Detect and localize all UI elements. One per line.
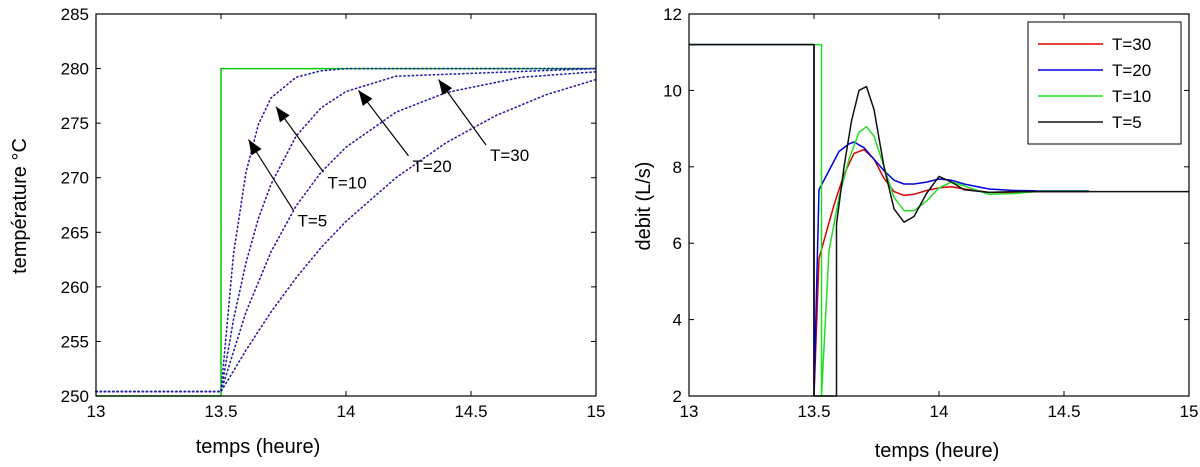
y-tick-label: 285	[61, 5, 89, 24]
y-tick-label: 255	[61, 332, 89, 351]
flow-chart-xlabel: temps (heure)	[875, 440, 1000, 462]
x-tick-label: 15	[1180, 402, 1199, 421]
annotation-arrowhead	[276, 106, 290, 123]
flow-chart-ylabel: debit (L/s)	[633, 162, 655, 251]
annotation-label: T=10	[328, 173, 367, 192]
y-tick-label: 8	[673, 158, 682, 177]
annotation-arrowhead	[358, 90, 373, 106]
x-tick-label: 14	[930, 402, 949, 421]
series-line-5	[95, 78, 597, 393]
legend-label: T=20	[1112, 61, 1151, 80]
temperature-chart-xlabel: temps (heure)	[196, 436, 321, 458]
y-tick-label: 4	[673, 311, 682, 330]
series-line-4	[95, 71, 597, 393]
x-tick-label: 13.5	[797, 402, 830, 421]
y-tick-label: 2	[673, 387, 682, 406]
temperature-chart-annotations: T=5T=10 T=20 T=30	[247, 79, 529, 230]
x-tick-label: 14.5	[454, 402, 487, 421]
legend-label: T=10	[1112, 87, 1151, 106]
series-line-2	[95, 67, 597, 393]
temperature-chart: 13 13.5 14 14.5 15 250 255 260 265 270 275 280 285 T…	[9, 5, 605, 458]
temperature-chart-frame	[95, 13, 597, 397]
annotation-arrowhead	[248, 139, 262, 156]
legend-label: T=5	[1112, 113, 1142, 132]
flow-chart-legend: T=30 T=20 T=10 T=5	[1027, 21, 1182, 145]
series-line-3	[95, 67, 597, 393]
y-tick-label: 10	[663, 81, 682, 100]
x-tick-label: 13	[87, 402, 106, 421]
legend-label: T=30	[1112, 35, 1151, 54]
x-tick-label: 13	[680, 402, 699, 421]
annotation-label: T=5	[298, 211, 328, 230]
annotation-label: T=20	[413, 157, 452, 176]
legend-box	[1027, 21, 1182, 145]
temperature-chart-ticks: 13 13.5 14 14.5 15 250 255 260 265 270 275 280 285	[61, 5, 606, 421]
flow-chart-series	[689, 43, 1189, 397]
y-tick-label: 265	[61, 223, 89, 242]
annotation-label: T=30	[490, 146, 529, 165]
x-tick-label: 14	[337, 402, 356, 421]
flow-chart: 13 13.5 14 14.5 15 2 4 6 8 10 12 T=30 T=20 T=10 T=5 t…	[633, 5, 1198, 462]
y-tick-label: 250	[61, 387, 89, 406]
x-tick-label: 14.5	[1047, 402, 1080, 421]
y-tick-label: 12	[663, 5, 682, 24]
flow-chart-frame	[688, 13, 1190, 397]
y-tick-label: 6	[673, 234, 682, 253]
series-line-1	[96, 67, 596, 397]
series-line-t-20	[689, 43, 1089, 397]
y-tick-label: 270	[61, 169, 89, 188]
temperature-chart-series	[95, 67, 597, 397]
y-tick-label: 280	[61, 60, 89, 79]
x-tick-label: 15	[587, 402, 606, 421]
temperature-chart-ylabel: température °C	[9, 138, 31, 274]
flow-chart-ticks: 13 13.5 14 14.5 15 2 4 6 8 10 12	[663, 5, 1198, 421]
y-tick-label: 275	[61, 114, 89, 133]
series-line-t-5	[689, 43, 1189, 397]
y-tick-label: 260	[61, 278, 89, 297]
annotation-arrowhead	[438, 79, 453, 96]
x-tick-label: 13.5	[204, 402, 237, 421]
